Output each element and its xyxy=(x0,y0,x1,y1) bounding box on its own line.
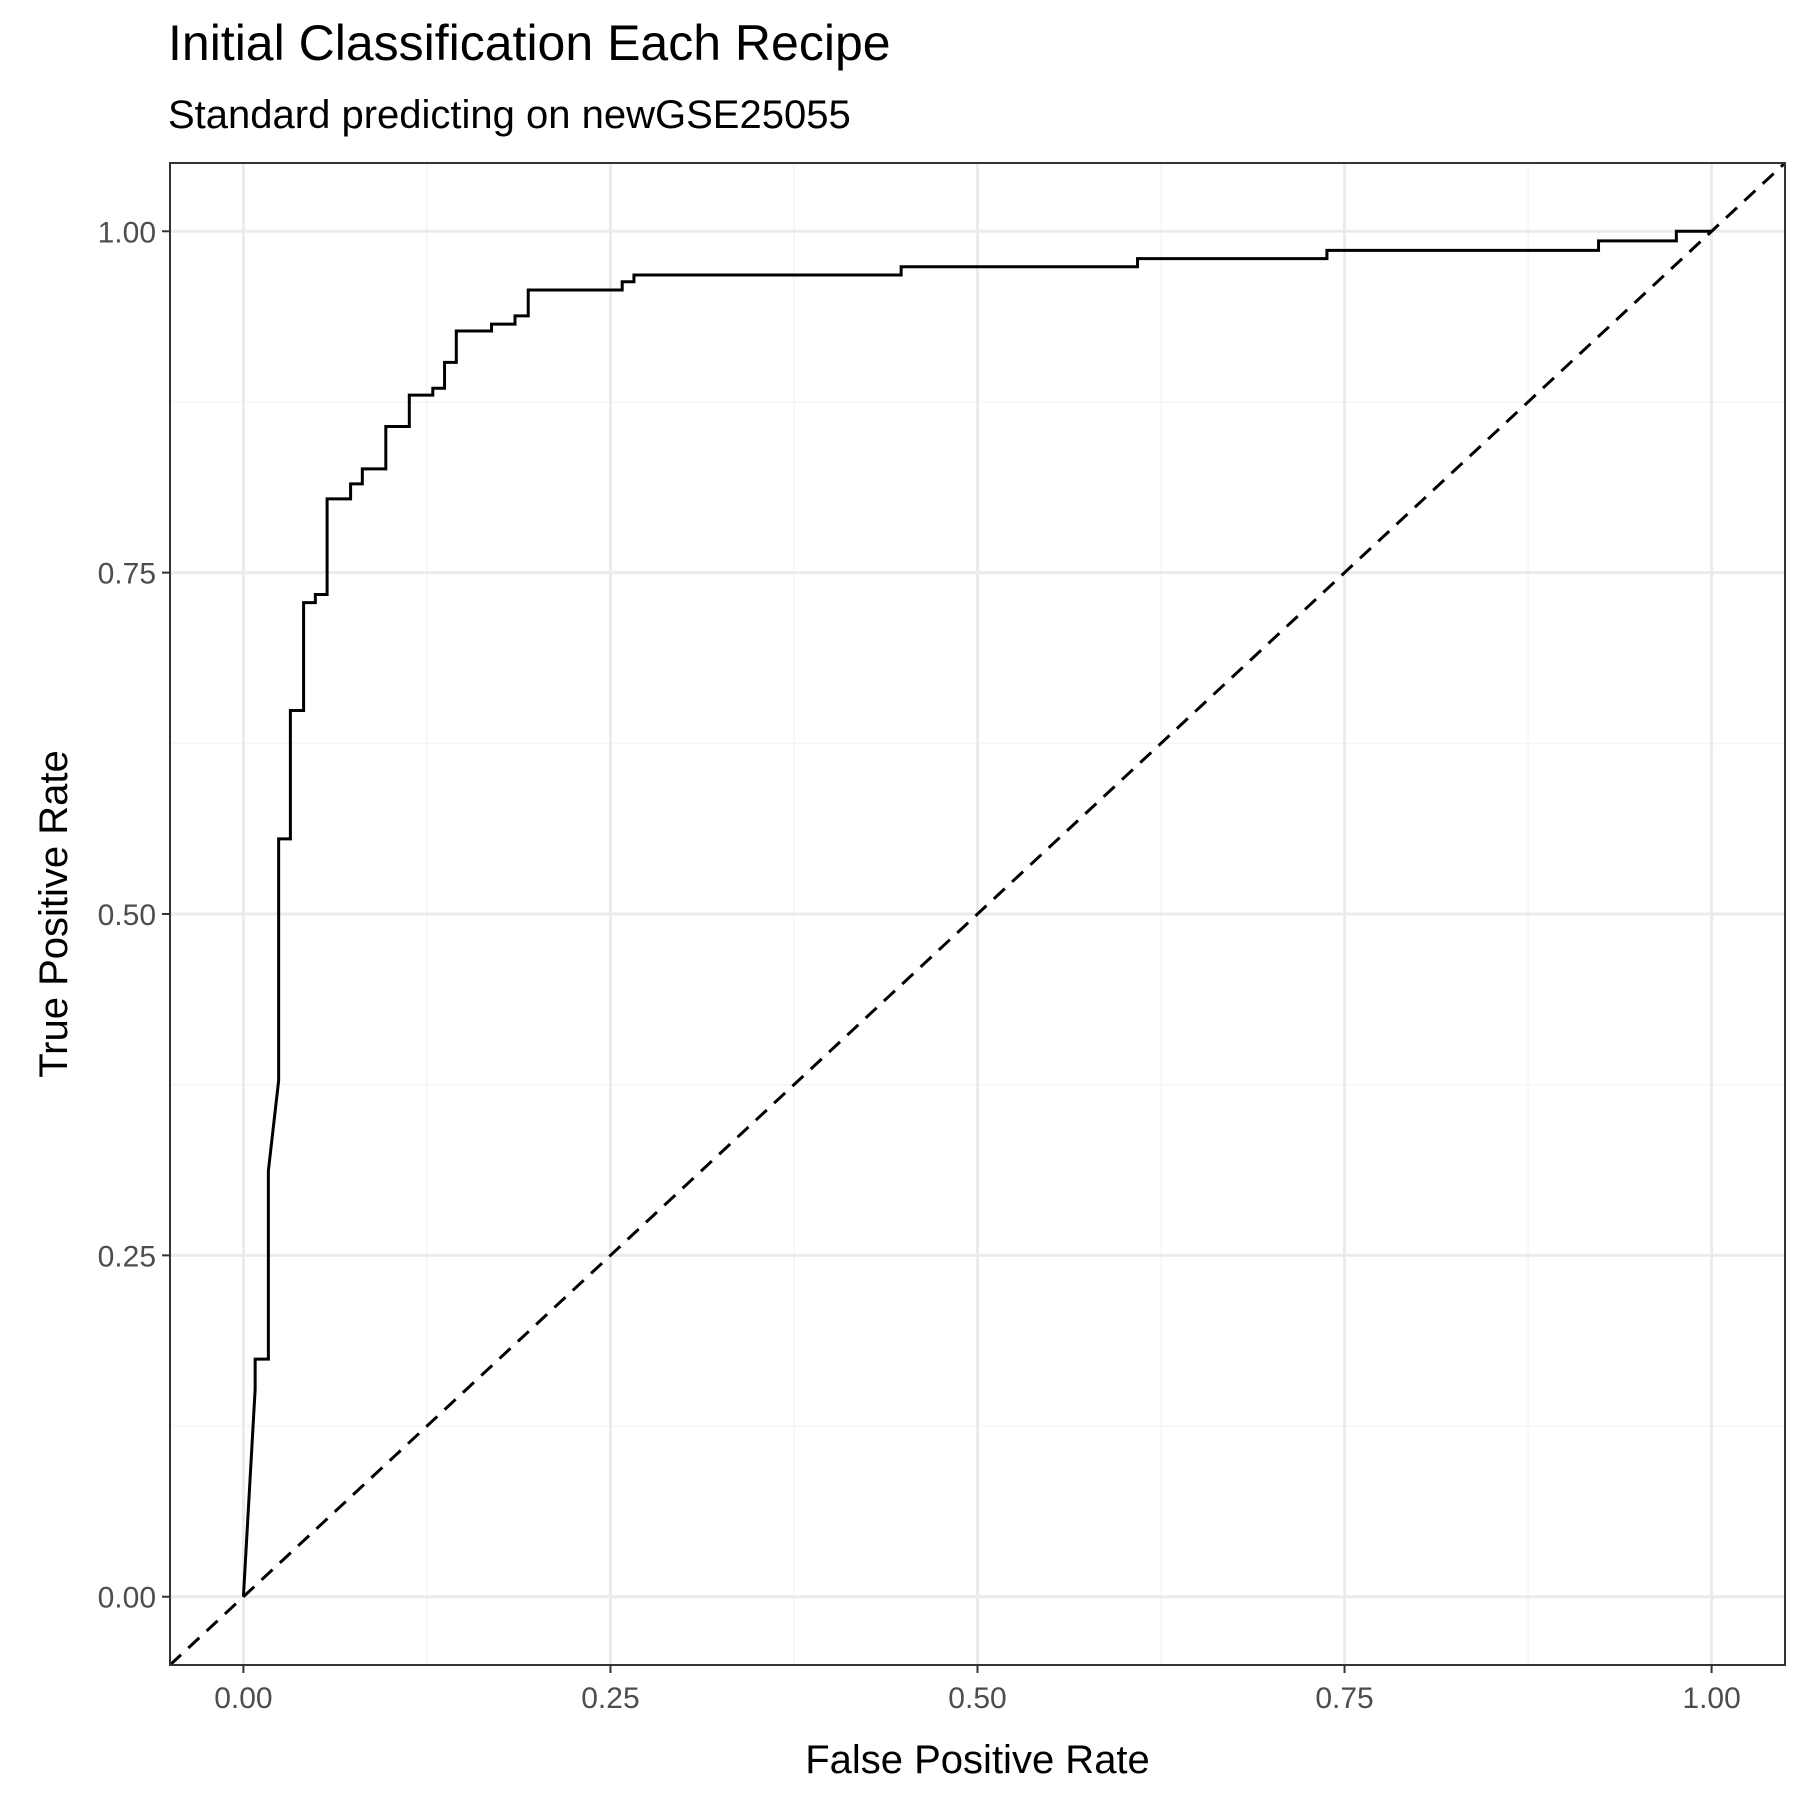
x-tick-label: 0.00 xyxy=(214,1682,272,1715)
x-tick-label: 0.75 xyxy=(1315,1682,1373,1715)
y-tick-label: 1.00 xyxy=(98,216,156,249)
roc-curve-line xyxy=(241,229,1712,1597)
series-layer xyxy=(168,161,1787,1667)
axis-tick-labels: 0.00 0.25 0.50 0.75 1.00 0.00 0.25 0.50 0.75 1.00 xyxy=(98,216,1741,1715)
axis-ticks xyxy=(162,230,1713,1673)
x-axis-title: False Positive Rate xyxy=(805,1738,1150,1782)
chart-title: Initial Classification Each Recipe xyxy=(168,15,891,71)
y-axis-title: True Positive Rate xyxy=(32,750,76,1078)
y-tick-label: 0.00 xyxy=(98,1582,156,1615)
diagonal-reference-line xyxy=(168,161,1787,1667)
y-tick-label: 0.50 xyxy=(98,899,156,932)
x-tick-label: 0.25 xyxy=(581,1682,639,1715)
y-tick-label: 0.75 xyxy=(98,558,156,591)
chart-subtitle: Standard predicting on newGSE25055 xyxy=(168,93,851,137)
x-tick-label: 1.00 xyxy=(1682,1682,1740,1715)
y-tick-label: 0.25 xyxy=(98,1240,156,1273)
x-tick-label: 0.50 xyxy=(948,1682,1006,1715)
